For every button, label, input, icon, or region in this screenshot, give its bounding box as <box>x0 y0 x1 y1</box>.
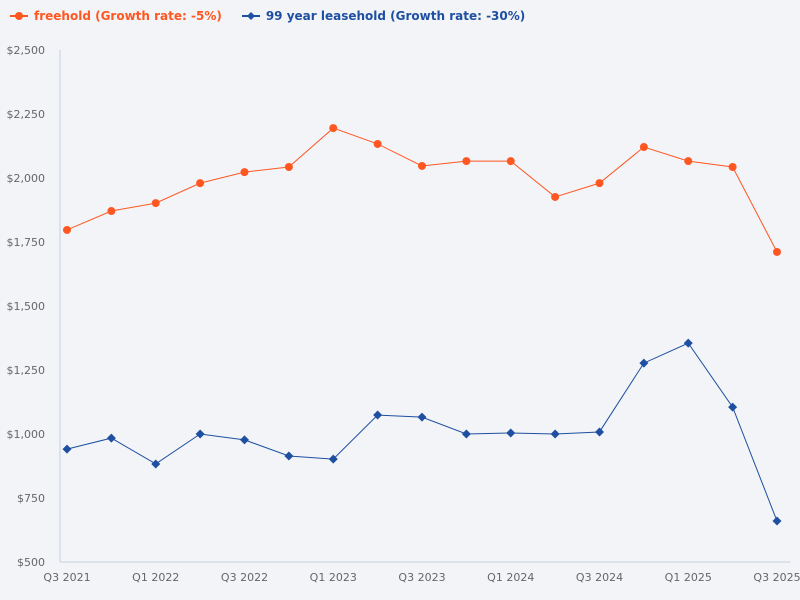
series-line <box>66 342 778 522</box>
data-point <box>639 143 648 152</box>
data-point <box>595 427 604 437</box>
x-tick-label: Q3 2021 <box>43 571 90 584</box>
diamond-marker-icon <box>241 12 260 20</box>
y-tick-label: $2,000 <box>7 172 46 185</box>
y-tick-label: $2,500 <box>7 44 46 57</box>
x-tick-label: Q1 2024 <box>487 571 534 584</box>
x-tick-label: Q3 2024 <box>576 571 623 584</box>
series-0 <box>63 124 781 256</box>
legend-label-freehold: freehold (Growth rate: -5%) <box>34 9 222 23</box>
y-tick-label: $750 <box>17 492 45 505</box>
data-point <box>595 179 604 188</box>
data-point <box>550 429 560 439</box>
data-point <box>639 358 649 368</box>
circle-marker-icon <box>10 12 28 20</box>
y-tick-label: $500 <box>17 556 45 569</box>
y-tick-label: $1,250 <box>7 364 46 377</box>
data-point <box>240 435 249 445</box>
data-point <box>107 207 116 216</box>
data-point <box>328 454 338 464</box>
data-point <box>506 428 516 438</box>
y-tick-label: $1,500 <box>7 300 46 313</box>
data-point <box>728 162 737 171</box>
data-point <box>284 162 293 171</box>
legend-item-freehold[interactable]: freehold (Growth rate: -5%) <box>10 9 222 23</box>
data-point <box>373 139 382 148</box>
data-point <box>461 429 471 439</box>
legend-label-leasehold: 99 year leasehold (Growth rate: -30%) <box>265 9 526 23</box>
x-tick-label: Q1 2025 <box>665 571 712 584</box>
y-tick-label: $2,250 <box>7 108 46 121</box>
data-point <box>196 179 205 188</box>
x-tick-label: Q1 2022 <box>132 571 179 584</box>
y-tick-label: $1,000 <box>7 428 46 441</box>
data-point <box>684 157 693 166</box>
data-point <box>417 412 427 422</box>
data-point <box>462 157 471 166</box>
data-point <box>373 410 383 420</box>
series-1 <box>62 338 782 526</box>
legend-item-leasehold[interactable]: 99 year leasehold (Growth rate: -30%) <box>241 9 526 23</box>
data-point <box>240 168 249 177</box>
data-point <box>728 402 738 412</box>
data-point <box>63 225 71 234</box>
x-tick-label: Q3 2025 <box>753 571 800 584</box>
data-point <box>329 124 338 133</box>
series-line <box>66 127 778 253</box>
data-point <box>284 451 294 461</box>
data-point <box>506 157 515 166</box>
x-tick-label: Q3 2022 <box>221 571 268 584</box>
data-point <box>551 192 560 201</box>
data-point <box>418 161 426 170</box>
data-point <box>62 444 72 454</box>
data-point <box>151 199 160 208</box>
legend: freehold (Growth rate: -5%) 99 year leas… <box>10 9 525 23</box>
data-point <box>106 433 116 443</box>
data-point <box>683 338 693 348</box>
data-point <box>773 247 781 256</box>
data-point <box>195 429 205 439</box>
data-point <box>151 459 161 469</box>
x-tick-label: Q1 2023 <box>310 571 357 584</box>
data-point <box>772 516 782 526</box>
y-tick-label: $1,750 <box>7 236 46 249</box>
x-tick-label: Q3 2023 <box>398 571 445 584</box>
